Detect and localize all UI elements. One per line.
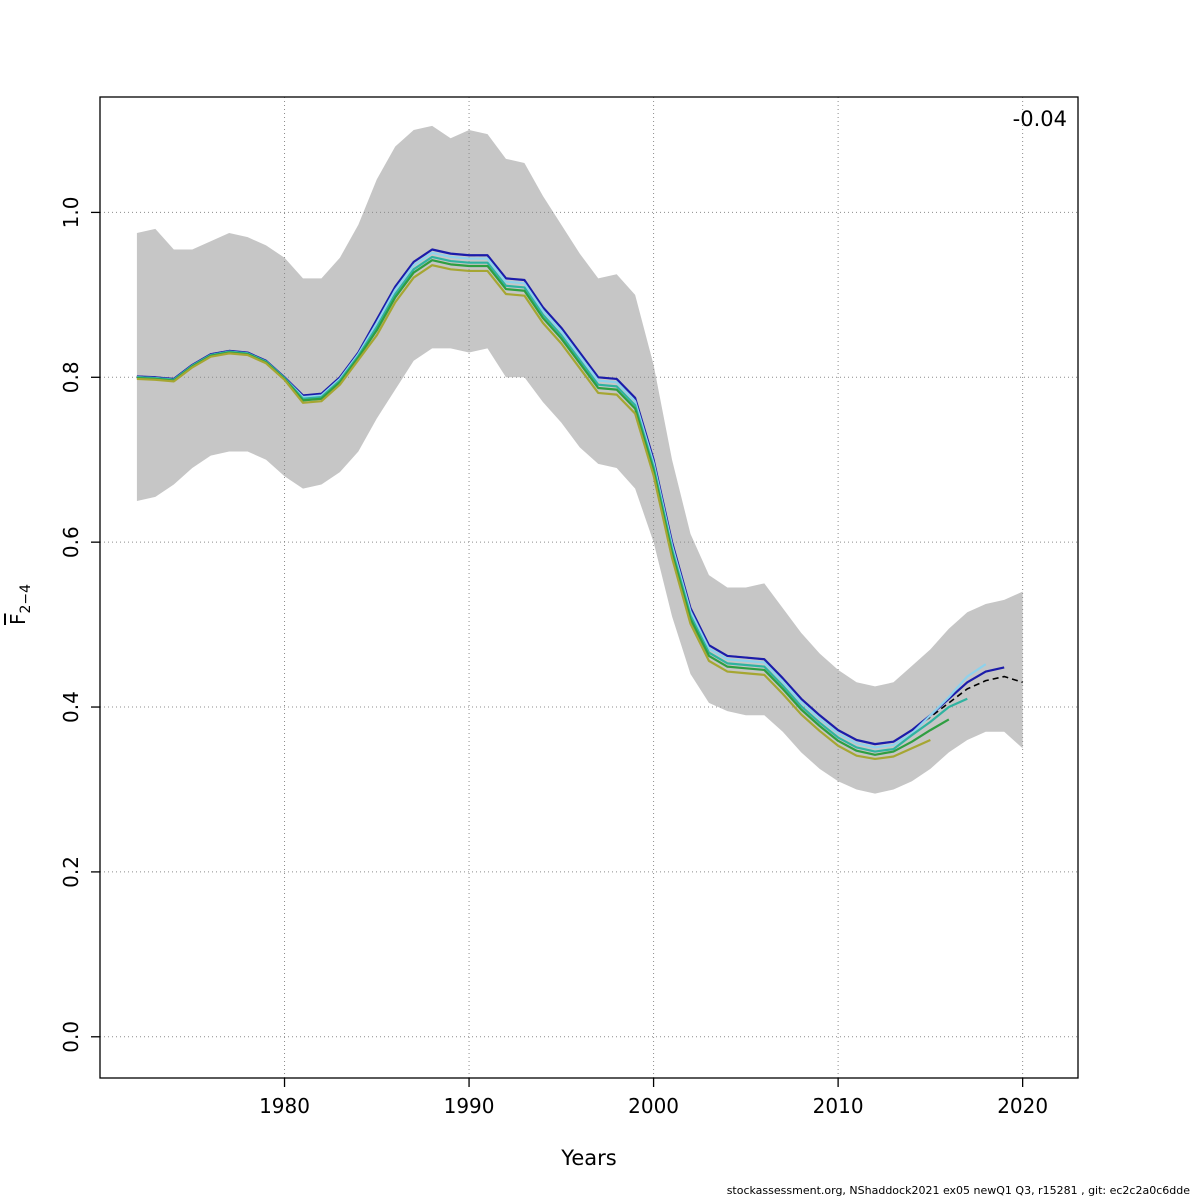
y-tick-label: 0.2: [59, 856, 83, 888]
y-tick-label: 0.0: [59, 1021, 83, 1053]
y-tick-label: 0.6: [59, 526, 83, 558]
x-axis-label: Years: [561, 1146, 617, 1170]
series-retro-peel-2015: [136, 264, 931, 761]
confidence-band: [136, 125, 1023, 794]
x-tick-label: 2010: [813, 1094, 864, 1118]
y-axis-label-subscript: 2−4: [18, 583, 34, 614]
x-tick-label: 1990: [444, 1094, 495, 1118]
y-tick-label: 0.8: [59, 361, 83, 393]
y-tick-label: 1.0: [59, 197, 83, 229]
x-tick-label: 1980: [259, 1094, 310, 1118]
x-tick-label: 2020: [997, 1094, 1048, 1118]
y-axis-label: F2−4: [6, 584, 34, 625]
y-axis-label-base: F: [6, 613, 30, 625]
x-tick-label: 2000: [628, 1094, 679, 1118]
footer-text: stockassessment.org, NShaddock2021 ex05 …: [726, 1184, 1190, 1197]
mohns-rho-annotation: -0.04: [1012, 107, 1067, 131]
plot-border: [99, 96, 1079, 1079]
y-tick-label: 0.4: [59, 691, 83, 723]
